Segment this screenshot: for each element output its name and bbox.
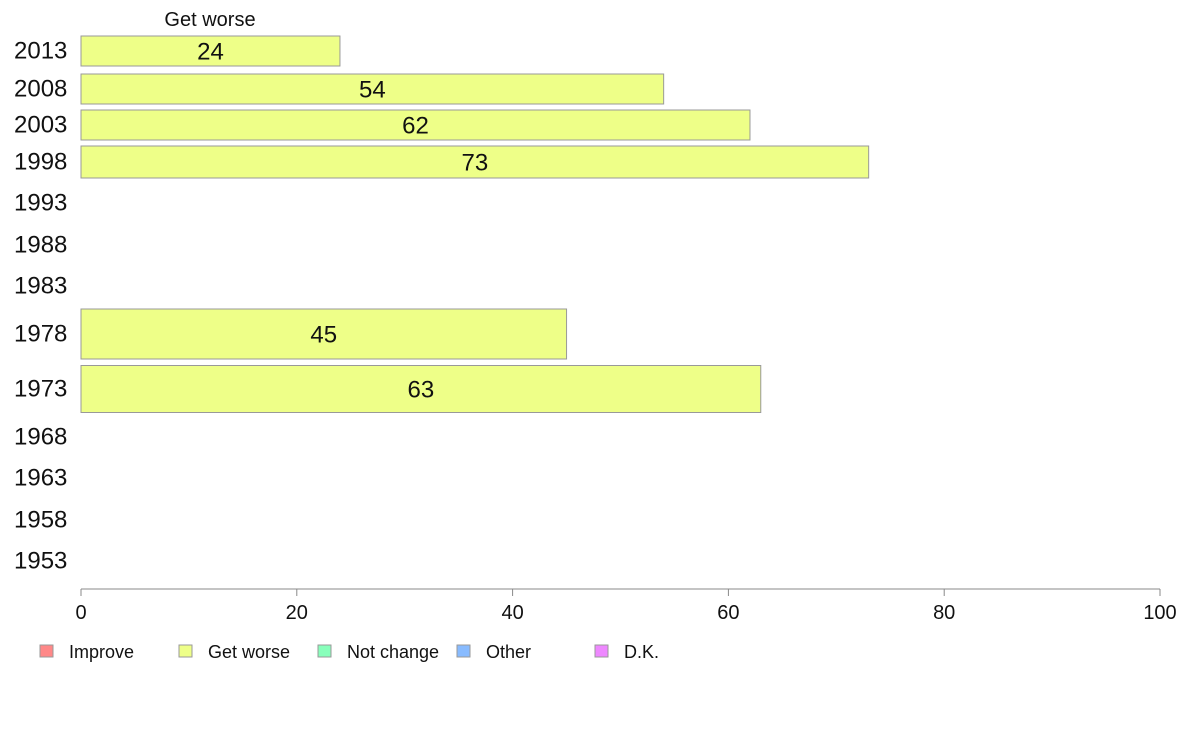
legend-label-not-change: Not change <box>347 642 439 662</box>
y-tick-label-2003: 2003 <box>14 112 67 139</box>
legend-label-improve: Improve <box>69 642 134 662</box>
bar-value-label-1973: 63 <box>408 377 435 404</box>
y-tick-label-1978: 1978 <box>14 321 67 348</box>
y-tick-label-1993: 1993 <box>14 190 67 217</box>
y-tick-label-1968: 1968 <box>14 424 67 451</box>
bar-1998 <box>80 145 870 179</box>
bar-2008 <box>80 73 665 105</box>
bar-value-label-1978: 45 <box>310 322 337 349</box>
x-tick-label-80: 80 <box>933 602 955 624</box>
y-tick-label-1963: 1963 <box>14 465 67 492</box>
x-tick-label-0: 0 <box>75 602 86 624</box>
y-tick-label-1958: 1958 <box>14 507 67 534</box>
legend-label-other: Other <box>486 642 531 662</box>
bar-value-label-2013: 24 <box>197 39 224 66</box>
legend-label-get-worse: Get worse <box>208 642 290 662</box>
y-tick-label-1998: 1998 <box>14 149 67 176</box>
y-axis-labels: 2013 2008 2003 1998 1993 1988 1983 1978 1973 1968… <box>14 38 67 575</box>
legend-swatch-not-change <box>317 644 332 658</box>
y-tick-label-1953: 1953 <box>14 548 67 575</box>
bar-value-label-2003: 62 <box>402 113 429 140</box>
bars-group: 24 54 62 73 45 63 <box>80 35 870 413</box>
legend-swatch-d-k <box>594 644 609 658</box>
y-tick-label-1988: 1988 <box>14 232 67 259</box>
legend-swatch-improve <box>39 644 54 658</box>
bar-2013 <box>80 35 341 67</box>
y-tick-label-1973: 1973 <box>14 376 67 403</box>
x-tick-label-20: 20 <box>286 602 308 624</box>
legend-label-d-k: D.K. <box>624 642 659 662</box>
bar-2003 <box>80 109 751 141</box>
x-tick-label-60: 60 <box>717 602 739 624</box>
x-tick-label-100: 100 <box>1143 602 1176 624</box>
x-axis: 0 20 40 60 80 100 <box>75 588 1177 624</box>
bar-value-label-2008: 54 <box>359 77 386 104</box>
bar-1973 <box>80 365 762 413</box>
y-tick-label-2008: 2008 <box>14 76 67 103</box>
y-tick-label-2013: 2013 <box>14 38 67 65</box>
y-tick-label-1983: 1983 <box>14 273 67 300</box>
x-tick-label-40: 40 <box>501 602 523 624</box>
legend-swatch-get-worse <box>178 644 193 658</box>
legend: Improve Get worse Not change Other D.K. <box>39 642 659 662</box>
bar-value-label-1998: 73 <box>461 150 488 177</box>
panel-title: Get worse <box>164 9 255 31</box>
legend-swatch-other <box>456 644 471 658</box>
bar-1978 <box>80 308 568 360</box>
